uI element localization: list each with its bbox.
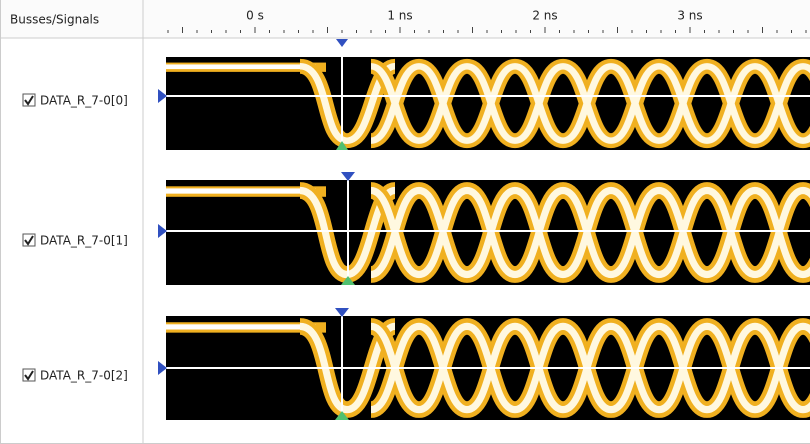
time-ruler [167, 27, 807, 33]
time-label: 0 s [246, 9, 264, 23]
signal-name: DATA_R_7-0[2] [40, 369, 128, 383]
eye-diagram [158, 39, 810, 150]
signal-name: DATA_R_7-0[1] [40, 234, 128, 248]
signal-row: DATA_R_7-0[0] [22, 93, 128, 108]
signal-name: DATA_R_7-0[0] [40, 94, 128, 108]
signal-row: DATA_R_7-0[2] [22, 368, 128, 383]
eye-diagram [158, 308, 810, 420]
time-label: 2 ns [532, 9, 557, 23]
header-title: Busses/Signals [10, 13, 99, 27]
time-label: 1 ns [387, 9, 412, 23]
time-label: 3 ns [677, 9, 702, 23]
signal-row: DATA_R_7-0[1] [22, 233, 128, 248]
eye-diagram [158, 172, 810, 285]
